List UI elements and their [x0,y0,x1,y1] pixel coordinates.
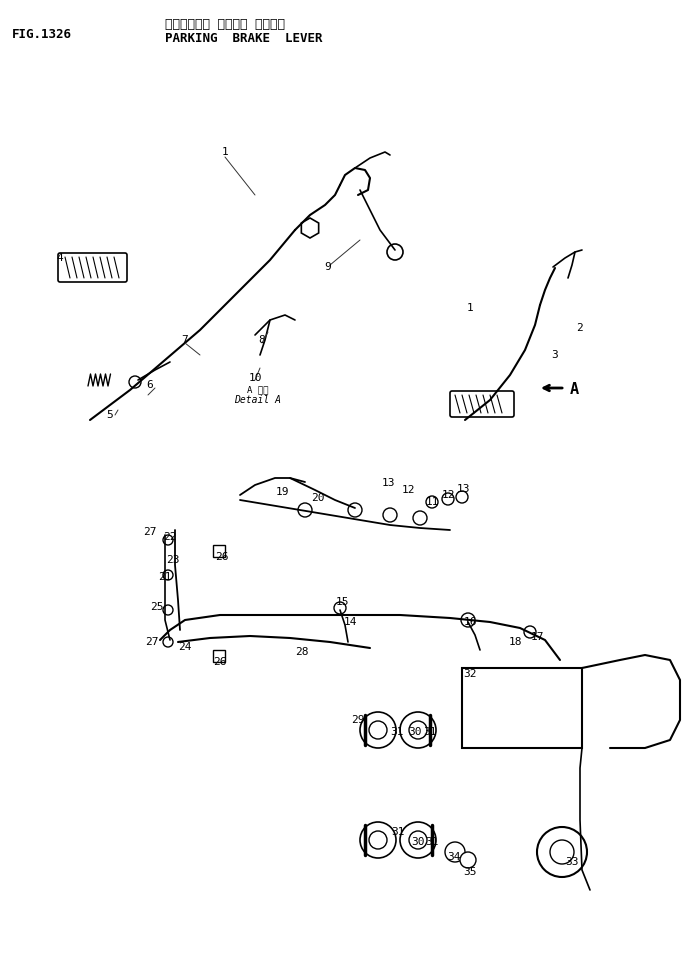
Text: 30: 30 [411,837,424,847]
Circle shape [537,827,587,877]
Circle shape [163,570,173,580]
Text: 1: 1 [466,303,473,313]
Circle shape [413,511,427,525]
Circle shape [163,637,173,647]
Text: 32: 32 [464,669,477,679]
Circle shape [426,496,438,508]
Circle shape [461,613,475,627]
Text: 26: 26 [215,552,229,562]
Circle shape [442,493,454,505]
Circle shape [163,605,173,615]
Bar [213,545,225,557]
Text: 18: 18 [508,637,522,647]
Text: 30: 30 [408,727,422,737]
Text: 35: 35 [464,867,477,877]
Text: 12: 12 [401,485,415,495]
Text: 20: 20 [312,493,325,503]
Text: 12: 12 [441,490,454,500]
Circle shape [360,712,396,748]
Bar [462,668,582,748]
Text: 10: 10 [248,373,262,383]
Text: 25: 25 [151,602,164,612]
Circle shape [445,842,465,862]
Text: 31: 31 [425,837,438,847]
Text: 29: 29 [351,715,365,725]
FancyBboxPatch shape [58,253,127,282]
Text: 31: 31 [423,727,437,737]
Circle shape [129,376,141,388]
Circle shape [369,721,387,739]
Text: 15: 15 [335,597,348,607]
Text: 26: 26 [213,657,227,667]
Circle shape [409,831,427,849]
Text: 28: 28 [296,647,309,657]
Text: 22: 22 [163,532,177,542]
Text: パーキング゙ ブレーキ レバー: パーキング゙ ブレーキ レバー [165,18,285,31]
Circle shape [369,831,387,849]
Circle shape [456,491,468,503]
Text: 11: 11 [425,497,438,507]
Text: 13: 13 [381,478,395,488]
Text: 8: 8 [259,335,266,345]
Circle shape [400,712,436,748]
Text: 19: 19 [275,487,289,497]
Text: 2: 2 [576,323,583,333]
Text: PARKING  BRAKE  LEVER: PARKING BRAKE LEVER [165,32,323,45]
Bar [213,650,225,662]
Text: 14: 14 [343,617,357,627]
Text: 21: 21 [158,572,171,582]
Text: 1: 1 [222,147,229,157]
Text: A: A [570,383,579,397]
Text: 5: 5 [107,410,114,420]
Circle shape [524,626,536,638]
Circle shape [360,822,396,858]
Circle shape [460,852,476,868]
Circle shape [400,822,436,858]
Text: 16: 16 [464,617,477,627]
Text: 34: 34 [447,852,461,862]
Text: 4: 4 [56,253,63,263]
Text: 17: 17 [530,632,544,642]
Text: 23: 23 [167,555,180,565]
Text: Detail A: Detail A [234,395,282,405]
Circle shape [348,503,362,517]
Circle shape [409,721,427,739]
Text: 27: 27 [145,637,159,647]
Circle shape [334,602,346,614]
Circle shape [163,535,173,545]
Text: A フ箇: A フ箇 [247,386,269,394]
Text: 31: 31 [391,827,405,837]
Text: 13: 13 [457,484,470,494]
Circle shape [387,244,403,260]
Circle shape [550,840,574,864]
Text: 3: 3 [551,350,558,360]
Circle shape [383,508,397,522]
FancyBboxPatch shape [450,391,514,417]
Text: 9: 9 [325,262,331,272]
Text: 7: 7 [182,335,188,345]
Text: 33: 33 [565,857,579,867]
Text: 6: 6 [146,380,153,390]
Text: 31: 31 [390,727,404,737]
Text: FIG.1326: FIG.1326 [12,28,72,41]
Text: 24: 24 [178,642,192,652]
Text: 27: 27 [144,527,157,537]
Circle shape [298,503,312,517]
